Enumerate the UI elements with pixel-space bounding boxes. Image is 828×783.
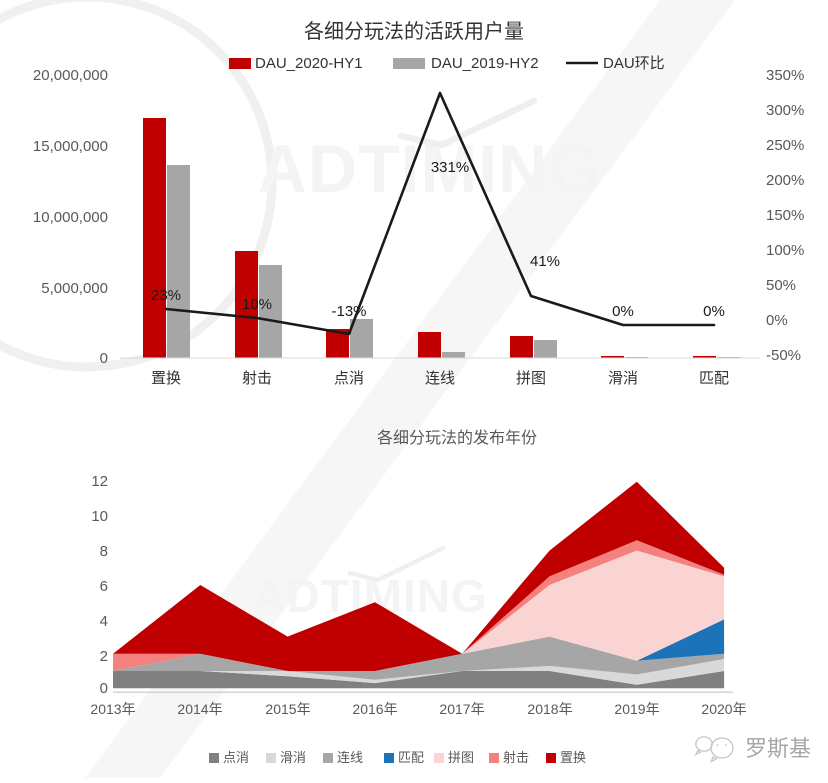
svg-text:0%: 0% — [766, 312, 788, 329]
svg-text:2014年: 2014年 — [177, 701, 222, 717]
svg-text:射击: 射击 — [503, 750, 529, 765]
svg-text:0: 0 — [100, 350, 108, 367]
svg-text:350%: 350% — [766, 67, 804, 84]
svg-text:41%: 41% — [530, 253, 560, 270]
svg-text:5,000,000: 5,000,000 — [41, 280, 108, 297]
svg-text:射击: 射击 — [242, 370, 272, 387]
svg-text:连线: 连线 — [425, 370, 455, 387]
svg-text:300%: 300% — [766, 102, 804, 119]
svg-text:2020年: 2020年 — [701, 701, 746, 717]
svg-text:拼图: 拼图 — [448, 750, 474, 765]
svg-text:100%: 100% — [766, 242, 804, 259]
svg-text:连线: 连线 — [337, 750, 363, 765]
svg-text:2013年: 2013年 — [90, 701, 135, 717]
svg-text:置换: 置换 — [151, 370, 181, 387]
svg-text:点消: 点消 — [334, 370, 364, 387]
svg-text:匹配: 匹配 — [398, 750, 424, 765]
svg-text:匹配: 匹配 — [699, 370, 729, 387]
svg-text:50%: 50% — [766, 277, 796, 294]
svg-text:置换: 置换 — [560, 750, 586, 765]
svg-text:10: 10 — [91, 508, 108, 525]
svg-text:-13%: -13% — [331, 303, 366, 320]
svg-text:滑消: 滑消 — [608, 370, 638, 387]
svg-text:15,000,000: 15,000,000 — [33, 138, 108, 155]
svg-text:2015年: 2015年 — [265, 701, 310, 717]
svg-text:12: 12 — [91, 473, 108, 490]
svg-text:10%: 10% — [242, 296, 272, 313]
svg-text:各细分玩法的活跃用户量: 各细分玩法的活跃用户量 — [304, 20, 524, 43]
svg-text:250%: 250% — [766, 137, 804, 154]
svg-text:2: 2 — [100, 648, 108, 665]
svg-text:10,000,000: 10,000,000 — [33, 209, 108, 226]
svg-text:2019年: 2019年 — [614, 701, 659, 717]
svg-text:拼图: 拼图 — [516, 370, 546, 387]
svg-text:6: 6 — [100, 578, 108, 595]
svg-text:点消: 点消 — [223, 750, 249, 765]
svg-text:23%: 23% — [151, 287, 181, 304]
svg-text:DAU_2019-HY2: DAU_2019-HY2 — [431, 55, 539, 72]
svg-text:150%: 150% — [766, 207, 804, 224]
svg-text:331%: 331% — [431, 159, 469, 176]
svg-text:罗斯基: 罗斯基 — [745, 736, 811, 761]
svg-text:2018年: 2018年 — [527, 701, 572, 717]
svg-text:DAU环比: DAU环比 — [603, 55, 665, 72]
svg-text:2017年: 2017年 — [439, 701, 484, 717]
svg-text:0%: 0% — [703, 303, 725, 320]
svg-text:20,000,000: 20,000,000 — [33, 67, 108, 84]
svg-text:0: 0 — [100, 680, 108, 697]
svg-text:4: 4 — [100, 613, 108, 630]
svg-text:-50%: -50% — [766, 347, 801, 364]
svg-text:2016年: 2016年 — [352, 701, 397, 717]
svg-text:0%: 0% — [612, 303, 634, 320]
svg-text:滑消: 滑消 — [280, 750, 306, 765]
svg-text:DAU_2020-HY1: DAU_2020-HY1 — [255, 55, 363, 72]
svg-text:200%: 200% — [766, 172, 804, 189]
svg-text:各细分玩法的发布年份: 各细分玩法的发布年份 — [377, 429, 537, 447]
svg-text:8: 8 — [100, 543, 108, 560]
